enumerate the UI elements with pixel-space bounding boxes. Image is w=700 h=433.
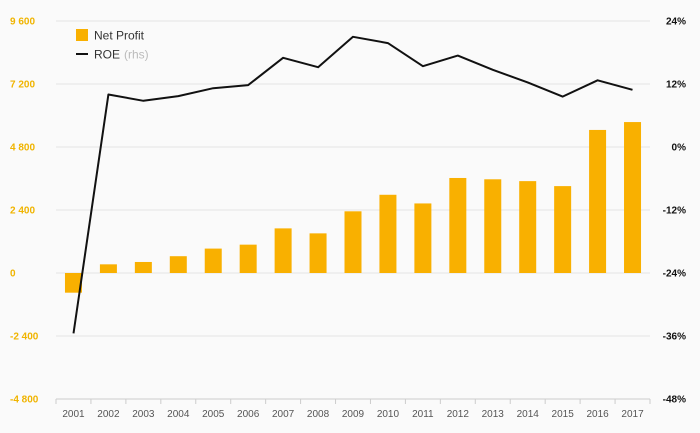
net-profit-bar: [274, 228, 292, 273]
roe-line-series: [72, 35, 633, 334]
left-axis-tick-label: -4 800: [10, 395, 39, 406]
x-axis-tick-label: 2005: [202, 409, 225, 420]
left-y-axis: -4 800 -2 400 0 2 400 4 800 7 200 9 600: [10, 17, 39, 406]
roe-line: [72, 35, 633, 334]
legend-label-net-profit: Net Profit: [94, 29, 145, 43]
net-profit-bar: [484, 179, 502, 273]
x-axis-tick-label: 2012: [447, 409, 470, 420]
x-axis-tick-label: 2004: [167, 409, 190, 420]
net-profit-bar: [134, 261, 152, 273]
x-axis-tick-label: 2017: [621, 409, 644, 420]
net-profit-bar: [624, 122, 642, 273]
left-axis-tick-label: 2 400: [10, 206, 35, 217]
net-profit-bar: [169, 256, 187, 273]
x-axis-tick-label: 2002: [97, 409, 120, 420]
x-axis-tick-label: 2011: [412, 409, 434, 420]
right-axis-tick-label: 24%: [666, 17, 686, 28]
right-axis-tick-label: -12%: [663, 206, 686, 217]
left-axis-tick-label: 4 800: [10, 143, 35, 154]
net-profit-bar: [554, 186, 572, 273]
x-axis-tick-label: 2008: [307, 409, 330, 420]
x-axis-tick-label: 2013: [482, 409, 505, 420]
left-axis-tick-label: 9 600: [10, 17, 35, 28]
left-axis-tick-label: 7 200: [10, 80, 35, 91]
right-y-axis: -48% -36% -24% -12% 0% 12% 24%: [663, 17, 686, 406]
net-profit-bar: [589, 129, 607, 273]
x-axis-tick-label: 2003: [132, 409, 155, 420]
legend: Net Profit ROE (rhs): [76, 29, 149, 62]
legend-note-rhs: (rhs): [124, 48, 149, 62]
net-profit-bar: [449, 177, 467, 273]
x-axis-tick-label: 2006: [237, 409, 260, 420]
right-axis-tick-label: 0%: [672, 143, 687, 154]
right-axis-tick-label: -48%: [663, 395, 686, 406]
x-axis-tick-label: 2010: [377, 409, 400, 420]
net-profit-bar: [309, 233, 327, 273]
left-axis-tick-label: 0: [10, 269, 16, 280]
left-axis-tick-label: -2 400: [10, 332, 39, 343]
net-profit-bars: [64, 122, 642, 293]
legend-swatch-net-profit: [76, 29, 88, 41]
x-axis-tick-label: 2009: [342, 409, 365, 420]
x-axis: 2001 2002 2003 2004 2005 2006 2007 2008 2009 2010…: [55, 398, 651, 420]
legend-label-roe: ROE: [94, 48, 120, 62]
x-axis-tick-label: 2007: [272, 409, 295, 420]
net-profit-bar: [204, 248, 222, 273]
net-profit-bar: [519, 181, 537, 273]
right-axis-tick-label: -36%: [663, 332, 686, 343]
svg-text:ROE(rhs): ROE (rhs): [94, 48, 149, 62]
right-axis-tick-label: -24%: [663, 269, 686, 280]
net-profit-bar: [344, 211, 362, 273]
net-profit-bar: [99, 264, 117, 273]
x-axis-tick-label: 2015: [552, 409, 575, 420]
net-profit-bar: [64, 273, 82, 293]
net-profit-bar: [414, 203, 432, 273]
x-axis-tick-label: 2001: [62, 409, 85, 420]
net-profit-bar: [239, 244, 257, 273]
x-axis-tick-label: 2014: [517, 409, 540, 420]
net-profit-bar: [379, 194, 397, 273]
x-axis-tick-label: 2016: [586, 409, 609, 420]
right-axis-tick-label: 12%: [666, 80, 686, 91]
